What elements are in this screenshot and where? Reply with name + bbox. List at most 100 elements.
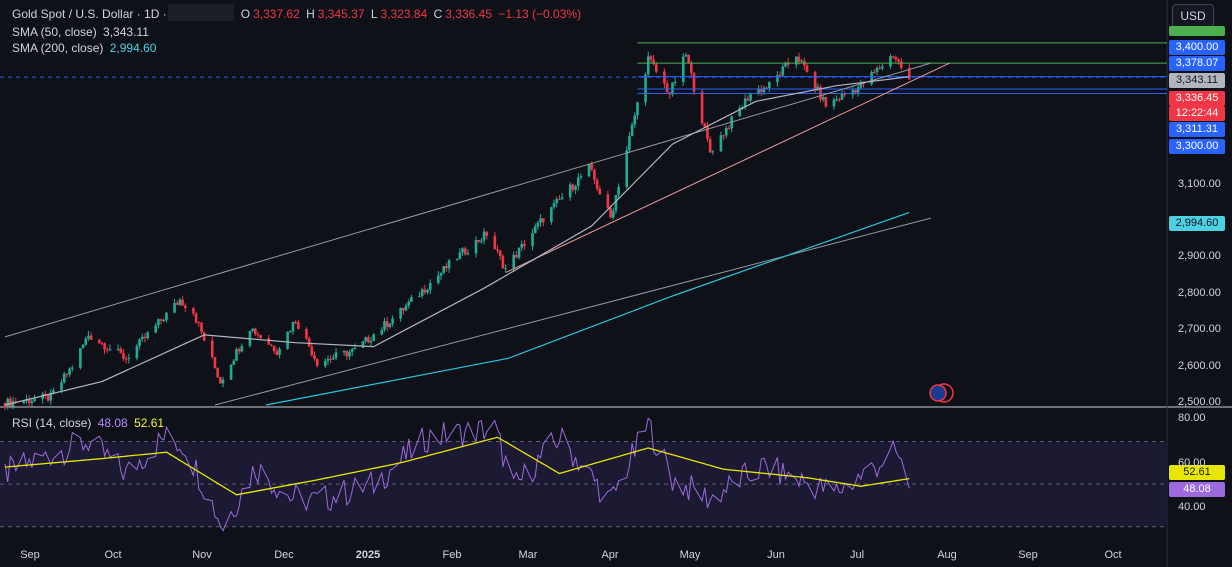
candle-body [746, 98, 750, 101]
candle-body [692, 73, 696, 92]
candle-body [52, 390, 55, 393]
open-label: O [240, 7, 251, 21]
rsi-label: RSI (14, close) [12, 416, 92, 430]
candle-body [30, 401, 34, 404]
candle-body [687, 54, 690, 64]
candle-body [447, 260, 451, 269]
candle-body [463, 248, 467, 255]
candle-body [568, 184, 572, 198]
candle-body [614, 195, 618, 211]
candle-body [361, 341, 365, 348]
candle-body [353, 347, 357, 350]
candle-body [437, 275, 440, 283]
currency-button[interactable]: USD [1172, 4, 1214, 28]
rsi-legend[interactable]: RSI (14, close) 48.08 52.61 [12, 416, 167, 430]
candle-body [44, 393, 47, 395]
candle-body [681, 56, 685, 82]
candle-body [103, 343, 106, 350]
price-tag-3378: 3,378.07 [1169, 56, 1225, 71]
symbol-title[interactable]: Gold Spot / U.S. Dollar · 1D · [12, 7, 167, 21]
candle-body [9, 398, 12, 407]
sma50-legend[interactable]: SMA (50, close) 3,343.11 [12, 25, 152, 39]
candle-body [173, 302, 176, 313]
candle-body [143, 336, 147, 339]
time-axis-label: 2025 [355, 549, 381, 561]
candle-body [399, 307, 402, 319]
candle-body [646, 56, 650, 75]
candle-body [606, 194, 610, 208]
price-axis-label: 2,500.00 [1178, 396, 1221, 408]
candle-body [786, 62, 790, 65]
high-value: 3,345.37 [317, 7, 365, 21]
candle-body [210, 340, 214, 358]
candle-body [652, 59, 655, 65]
candle-body [765, 87, 768, 89]
close-label: C [433, 7, 443, 21]
candle-body [838, 99, 841, 101]
candle-body [60, 382, 63, 391]
candle-body [184, 305, 187, 309]
candle-body [49, 392, 53, 401]
candle-body [380, 329, 384, 335]
candle-body [345, 350, 349, 357]
candle-body [498, 250, 502, 257]
sma50-label: SMA (50, close) [12, 25, 97, 39]
candle-body [219, 377, 222, 384]
candle-body [385, 321, 389, 327]
candle-body [703, 123, 707, 127]
candle-body [856, 87, 860, 93]
candle-body [873, 72, 876, 74]
candle-body [515, 254, 518, 258]
candle-body [84, 338, 88, 345]
candle-body [741, 106, 744, 108]
candle-body [897, 59, 900, 62]
candle-body [555, 199, 559, 204]
time-axis-label: Nov [192, 549, 212, 561]
candle-body [598, 188, 602, 195]
candle-body [719, 135, 723, 152]
sma200-value: 2,994.60 [109, 41, 157, 55]
symbol-header: Gold Spot / U.S. Dollar · 1D · O 3,337.62 … [12, 7, 584, 21]
candle-body [466, 253, 470, 255]
candle-body [835, 99, 838, 101]
candle-body [270, 344, 273, 346]
price-tag-3300: 3,300.00 [1169, 139, 1225, 154]
candle-body [891, 56, 895, 58]
candle-body [146, 332, 149, 339]
candle-body [870, 72, 873, 85]
candle-body [192, 308, 195, 314]
candle-body [636, 102, 639, 116]
candle-body [65, 373, 69, 375]
candle-body [816, 86, 820, 90]
candle-body [388, 323, 392, 327]
candle-body [781, 66, 785, 76]
candle-body [428, 282, 432, 290]
candle-body [482, 231, 486, 241]
candle-body [630, 124, 634, 137]
sma200-legend[interactable]: SMA (200, close) 2,994.60 [12, 41, 159, 55]
candle-body [372, 334, 376, 341]
candle-body [738, 107, 742, 117]
candle-body [286, 331, 289, 349]
candle-body [611, 210, 615, 218]
sma200-label: SMA (200, close) [12, 41, 104, 55]
candle-body [517, 247, 521, 258]
candle-body [165, 312, 168, 321]
candle-body [81, 344, 85, 349]
candle-body [722, 135, 725, 137]
price-axis-label: 3,100.00 [1178, 178, 1221, 190]
candle-body [854, 90, 857, 93]
sma50-value: 3,343.11 [103, 25, 149, 39]
candle-body [800, 60, 803, 62]
candle-body [124, 358, 128, 360]
sma50-price-tag: 3,343.11 [1169, 73, 1225, 88]
candle-body [127, 358, 131, 360]
rsi-band [0, 441, 1167, 527]
candle-body [445, 266, 448, 269]
candle-body [426, 289, 429, 293]
candle-body [531, 233, 534, 247]
candle-body [46, 394, 50, 401]
candle-body [202, 332, 206, 341]
candle-body [558, 199, 561, 201]
